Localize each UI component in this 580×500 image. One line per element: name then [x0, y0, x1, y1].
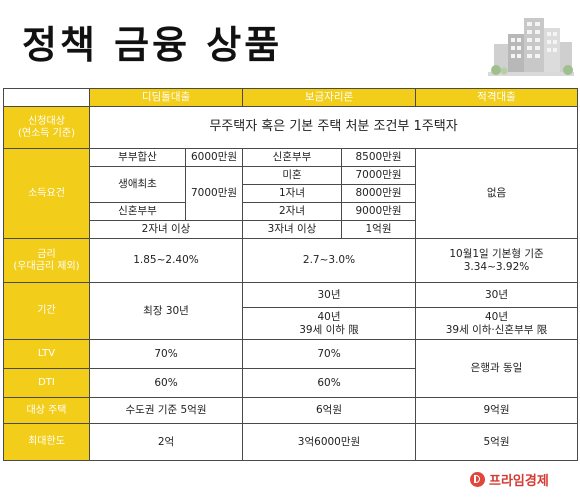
- didim-rate: 1.85~2.40%: [89, 238, 243, 283]
- jeokgyeok-income-value: 없음: [415, 148, 578, 239]
- row-label-period: 기간: [3, 282, 90, 340]
- bogeum-period-a: 30년: [242, 282, 416, 308]
- didim-income-amount-1: 6000만원: [185, 148, 243, 167]
- row-label-dti: DTI: [3, 368, 90, 398]
- bogeum-ltv: 70%: [242, 339, 416, 369]
- bogeum-income-type-2: 미혼: [242, 166, 342, 185]
- didim-limit: 2억: [89, 423, 243, 461]
- column-header-jeokgyeok: 적격대출: [415, 88, 578, 107]
- jeokgyeok-target: 9억원: [415, 397, 578, 424]
- row-label-rate: 금리 (우대금리 제외): [3, 238, 90, 283]
- jeokgyeok-rate-line2: 3.34~3.92%: [463, 260, 530, 273]
- bogeum-income-type-3: 1자녀: [242, 184, 342, 203]
- jeokgyeok-period-b-line1: 40년: [484, 311, 509, 324]
- bogeum-income-amount-2: 7000만원: [341, 166, 416, 185]
- bogeum-period-b-line2: 39세 이하 限: [299, 323, 359, 336]
- row-label-income: 소득요건: [3, 148, 90, 239]
- column-header-didim: 디딤돌대출: [89, 88, 243, 107]
- didim-income-type-4: 2자녀 이상: [89, 220, 243, 239]
- logo-mark-icon: [470, 472, 485, 487]
- row-label-limit: 최대한도: [3, 423, 90, 461]
- building-illustration: [488, 18, 574, 76]
- applicant-label-line1: 신청대상: [28, 116, 65, 127]
- page-title: 정책 금융 상품: [22, 23, 283, 67]
- rate-label-line1: 금리: [37, 249, 56, 260]
- applicant-label-line2: (연소득 기준): [18, 127, 75, 139]
- jeokgyeok-ltv-dti: 은행과 동일: [415, 339, 578, 398]
- bogeum-income-amount-4: 9000만원: [341, 202, 416, 221]
- jeokgyeok-period-b: 40년 39세 이하·신혼부부 限: [415, 307, 578, 340]
- jeokgyeok-rate-line1: 10월1일 기본형 기준: [449, 248, 544, 261]
- bogeum-limit: 3억6000만원: [242, 423, 416, 461]
- bogeum-period-b-line1: 40년: [317, 311, 341, 324]
- bogeum-income-amount-1: 8500만원: [341, 148, 416, 167]
- didim-income-type-2: 생애최초: [89, 166, 186, 203]
- column-header-bogeum: 보금자리론: [242, 88, 416, 107]
- didim-ltv: 70%: [89, 339, 243, 369]
- applicant-value: 무주택자 혹은 기본 주택 처분 조건부 1주택자: [89, 106, 578, 149]
- jeokgyeok-rate: 10월1일 기본형 기준 3.34~3.92%: [415, 238, 578, 283]
- didim-income-type-1: 부부합산: [89, 148, 186, 167]
- logo-text: 프라임경제: [489, 474, 549, 489]
- bogeum-target: 6억원: [242, 397, 416, 424]
- bogeum-income-amount-5: 1억원: [341, 220, 416, 239]
- didim-income-amount-2: 7000만원: [185, 166, 243, 221]
- didim-dti: 60%: [89, 368, 243, 398]
- bogeum-income-amount-3: 8000만원: [341, 184, 416, 203]
- bogeum-income-type-1: 신혼부부: [242, 148, 342, 167]
- row-label-target: 대상 주택: [3, 397, 90, 424]
- bogeum-income-type-4: 2자녀: [242, 202, 342, 221]
- jeokgyeok-period-a: 30년: [415, 282, 578, 308]
- bogeum-income-type-5: 3자녀 이상: [242, 220, 342, 239]
- loan-comparison-table: 디딤돌대출 보금자리론 적격대출 신청대상 (연소득 기준) 무주택자 혹은 기…: [3, 88, 578, 461]
- bogeum-period-b: 40년 39세 이하 限: [242, 307, 416, 340]
- jeokgyeok-period-b-line2: 39세 이하·신혼부부 限: [445, 323, 548, 336]
- brand-logo: 프라임경제: [470, 470, 549, 489]
- jeokgyeok-limit: 5억원: [415, 423, 578, 461]
- row-label-ltv: LTV: [3, 339, 90, 369]
- bogeum-rate: 2.7~3.0%: [242, 238, 416, 283]
- didim-income-type-3: 신혼부부: [89, 202, 186, 221]
- didim-period: 최장 30년: [89, 282, 243, 340]
- header-corner: [3, 88, 90, 107]
- rate-label-line2: (우대금리 제외): [13, 260, 80, 272]
- didim-target: 수도권 기준 5억원: [89, 397, 243, 424]
- row-label-applicant: 신청대상 (연소득 기준): [3, 106, 90, 149]
- bogeum-dti: 60%: [242, 368, 416, 398]
